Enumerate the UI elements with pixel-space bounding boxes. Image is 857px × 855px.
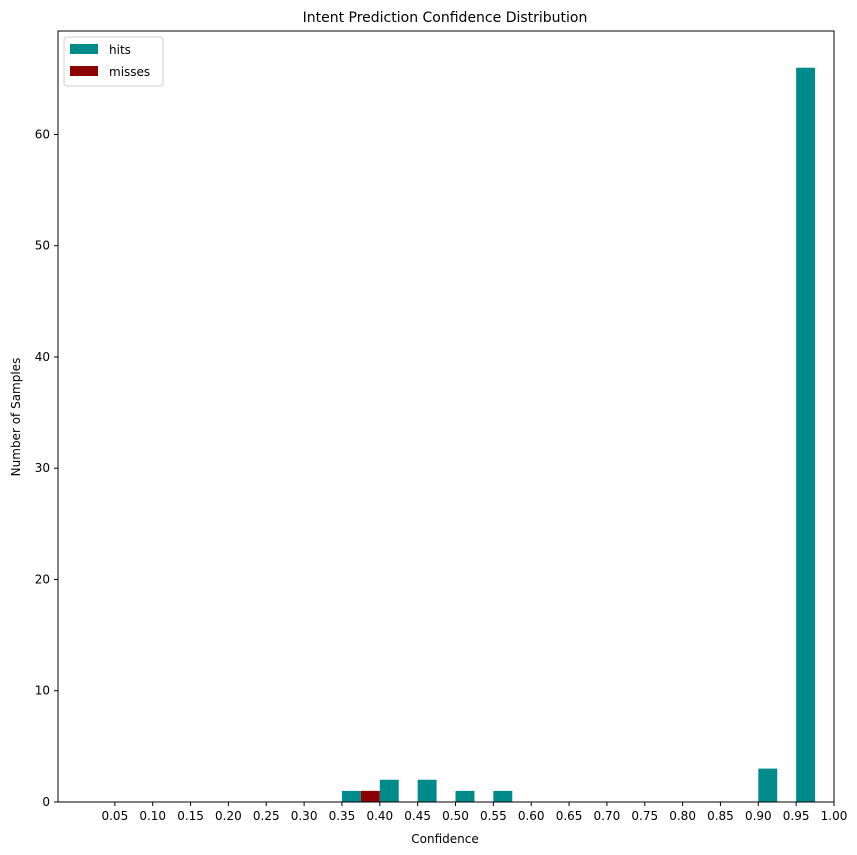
bar-hits-0.50 — [455, 790, 475, 802]
x-tick-label: 0.95 — [783, 809, 810, 823]
x-tick-label: 0.15 — [177, 809, 204, 823]
y-tick-label: 30 — [35, 461, 50, 475]
x-tick-label: 0.35 — [329, 809, 356, 823]
x-tick-label: 0.65 — [556, 809, 583, 823]
x-axis-label: Confidence — [411, 832, 478, 846]
bar-misses-0.35 — [360, 790, 380, 802]
bar-hits-0.40 — [379, 779, 399, 802]
chart-title: Intent Prediction Confidence Distributio… — [303, 10, 588, 26]
legend: hits misses — [63, 36, 164, 87]
bar-hits-0.90 — [758, 768, 778, 802]
bars-group — [341, 67, 816, 802]
legend-swatch-misses — [70, 66, 98, 76]
bar-hits-0.35 — [341, 790, 361, 802]
y-axis-ticks: 0 10 20 30 40 50 60 — [35, 127, 58, 809]
plot-area — [58, 31, 834, 802]
x-tick-label: 0.10 — [139, 809, 166, 823]
x-tick-label: 0.85 — [707, 809, 734, 823]
x-tick-label: 0.75 — [631, 809, 658, 823]
x-tick-label: 0.05 — [101, 809, 128, 823]
bar-hits-0.55 — [493, 790, 513, 802]
bar-hits-0.45 — [417, 779, 437, 802]
x-tick-label: 0.25 — [253, 809, 280, 823]
x-tick-label: 0.40 — [366, 809, 393, 823]
x-tick-label: 0.80 — [669, 809, 696, 823]
legend-label-hits: hits — [109, 43, 131, 57]
y-tick-label: 60 — [35, 127, 50, 141]
x-tick-label: 0.90 — [745, 809, 772, 823]
x-tick-label: 0.70 — [594, 809, 621, 823]
x-tick-label: 1.00 — [821, 809, 848, 823]
y-tick-label: 50 — [35, 239, 50, 253]
x-axis-ticks: 0.05 0.10 0.15 0.20 0.25 0.30 0.35 0.40 0.45 0.50… — [101, 802, 847, 823]
y-tick-label: 40 — [35, 350, 50, 364]
y-axis-label: Number of Samples — [9, 358, 23, 477]
x-tick-label: 0.60 — [518, 809, 545, 823]
x-tick-label: 0.20 — [215, 809, 242, 823]
x-tick-label: 0.55 — [480, 809, 507, 823]
legend-swatch-hits — [70, 44, 98, 54]
y-tick-label: 0 — [42, 795, 50, 809]
plot-frame — [57, 30, 835, 803]
bar-hits-0.95 — [796, 67, 816, 802]
x-tick-label: 0.30 — [291, 809, 318, 823]
y-tick-label: 20 — [35, 572, 50, 586]
y-tick-label: 10 — [35, 684, 50, 698]
x-tick-label: 0.50 — [442, 809, 469, 823]
x-tick-label: 0.45 — [404, 809, 431, 823]
legend-label-misses: misses — [109, 65, 150, 79]
